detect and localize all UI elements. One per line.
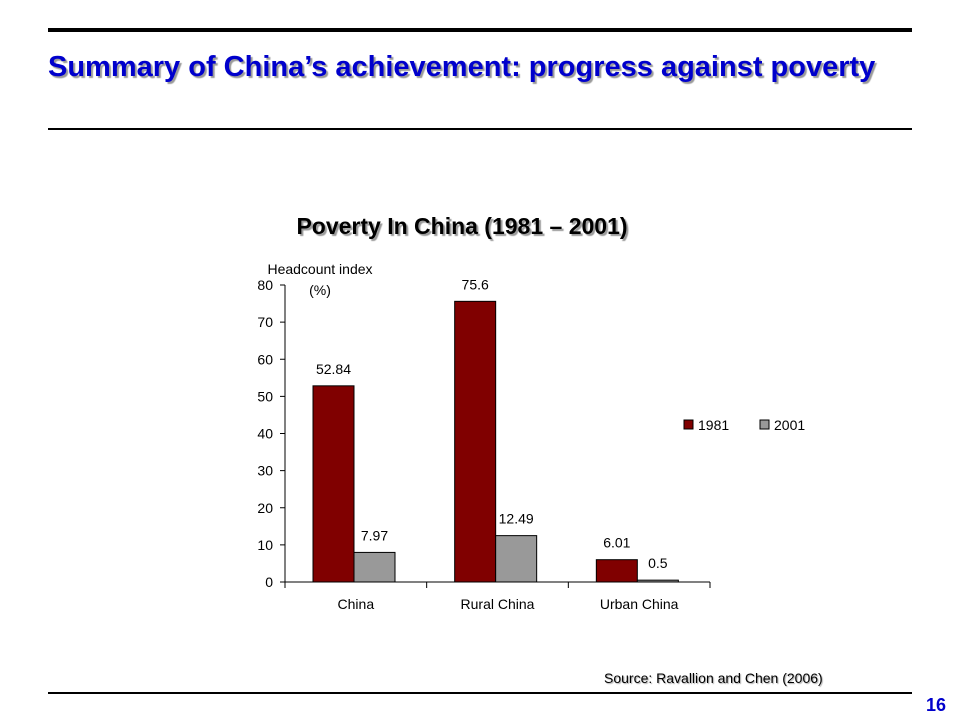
x-tick-label: Urban China — [600, 596, 679, 612]
legend-swatch — [683, 419, 694, 430]
bar-2001 — [353, 551, 396, 583]
y-tick-label: 70 — [257, 314, 273, 330]
data-label: 52.84 — [316, 361, 351, 377]
x-tick-label: China — [338, 596, 375, 612]
slide-title: Summary of China’s achievement: progress… — [48, 51, 876, 83]
y-tick-label: 0 — [265, 574, 273, 590]
data-label: 6.01 — [603, 535, 630, 551]
bar-1981 — [312, 385, 355, 583]
y-tick-label: 80 — [257, 277, 273, 293]
chart-title: Poverty In China (1981 – 2001) — [296, 213, 628, 239]
y-axis-label: Headcount index — [267, 261, 372, 277]
legend-label: 2001 — [774, 417, 805, 433]
data-label: 12.49 — [499, 511, 534, 527]
y-tick-label: 40 — [257, 426, 273, 442]
y-tick-label: 20 — [257, 500, 273, 516]
y-axis-label: (%) — [309, 282, 331, 298]
y-tick-label: 30 — [257, 463, 273, 479]
y-tick-label: 60 — [257, 351, 273, 367]
bar-1981 — [454, 300, 497, 583]
bottom-rule — [48, 692, 912, 694]
bar-1981 — [595, 559, 638, 583]
x-tick-label: Rural China — [461, 596, 535, 612]
y-tick-label: 10 — [257, 537, 273, 553]
legend-label: 1981 — [698, 417, 729, 433]
data-label: 0.5 — [648, 555, 668, 571]
bar-2001 — [636, 579, 679, 583]
top-rule — [48, 28, 912, 32]
y-tick-label: 50 — [257, 388, 273, 404]
page-number: 16 — [925, 695, 946, 715]
data-label: 75.6 — [462, 276, 489, 292]
legend-swatch — [759, 419, 770, 430]
data-label: 7.97 — [361, 527, 388, 543]
source-note: Source: Ravallion and Chen (2006) — [604, 670, 823, 686]
title-underline — [48, 128, 912, 130]
bar-2001 — [495, 535, 538, 583]
